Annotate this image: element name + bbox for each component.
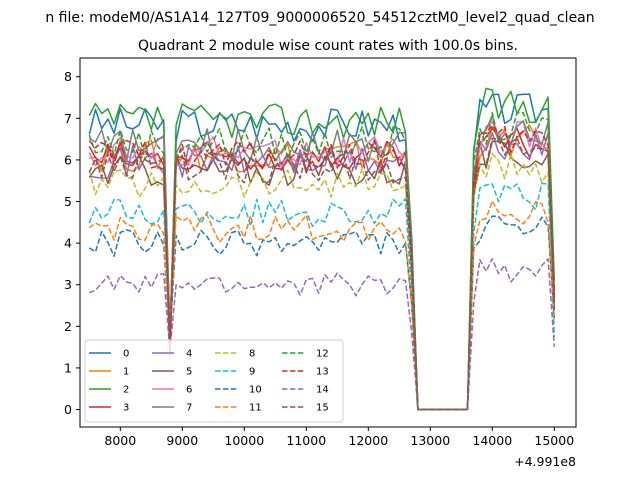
series-line-11 [88,200,556,411]
y-axis: 0 1 2 3 4 5 6 7 8 [64,69,80,417]
x-axis-offset-label: +4.991e8 [514,454,576,469]
y-tick-label: 0 [64,402,72,417]
y-tick-label: 7 [64,111,72,126]
legend-label-14: 14 [316,385,329,396]
legend-label-2: 2 [123,385,129,396]
legend-label-5: 5 [186,367,192,378]
x-axis: 8000 9000 10000 11000 12000 13000 14000 15000 [104,427,574,448]
series-line-14 [89,258,556,411]
legend-label-12: 12 [316,349,329,360]
legend-label-13: 13 [316,367,329,378]
series-line-15 [88,137,556,411]
legend-label-7: 7 [186,403,192,414]
x-tick-label: 9000 [166,433,198,448]
legend-label-1: 1 [123,367,129,378]
y-tick-label: 8 [64,69,72,84]
legend-label-11: 11 [249,403,262,414]
x-tick-label: 12000 [348,433,388,448]
legend-label-0: 0 [123,349,129,360]
y-tick-label: 1 [64,360,72,375]
x-tick-label: 13000 [410,433,450,448]
y-tick-label: 4 [64,236,72,251]
x-tick-label: 8000 [104,433,136,448]
axes-frame [79,57,577,428]
chart-title: Quadrant 2 module wise count rates with … [138,38,518,54]
legend-label-3: 3 [123,403,129,414]
x-tick-label: 14000 [472,433,512,448]
legend-label-10: 10 [249,385,262,396]
x-tick-label: 10000 [224,433,264,448]
legend-frame [84,339,344,423]
legend-label-6: 6 [186,385,192,396]
y-tick-label: 6 [64,152,72,167]
figure-suptitle: n file: modeM0/AS1A14_127T09_9000006520_… [45,10,594,26]
y-tick-label: 2 [64,319,72,334]
legend-label-15: 15 [316,403,329,414]
y-tick-label: 3 [64,277,72,292]
legend-label-4: 4 [186,349,192,360]
x-tick-label: 11000 [286,433,326,448]
legend-label-9: 9 [249,367,255,378]
series-layer [88,87,556,411]
legend-label-8: 8 [249,349,255,360]
y-tick-label: 5 [64,194,72,209]
x-tick-label: 15000 [534,433,574,448]
